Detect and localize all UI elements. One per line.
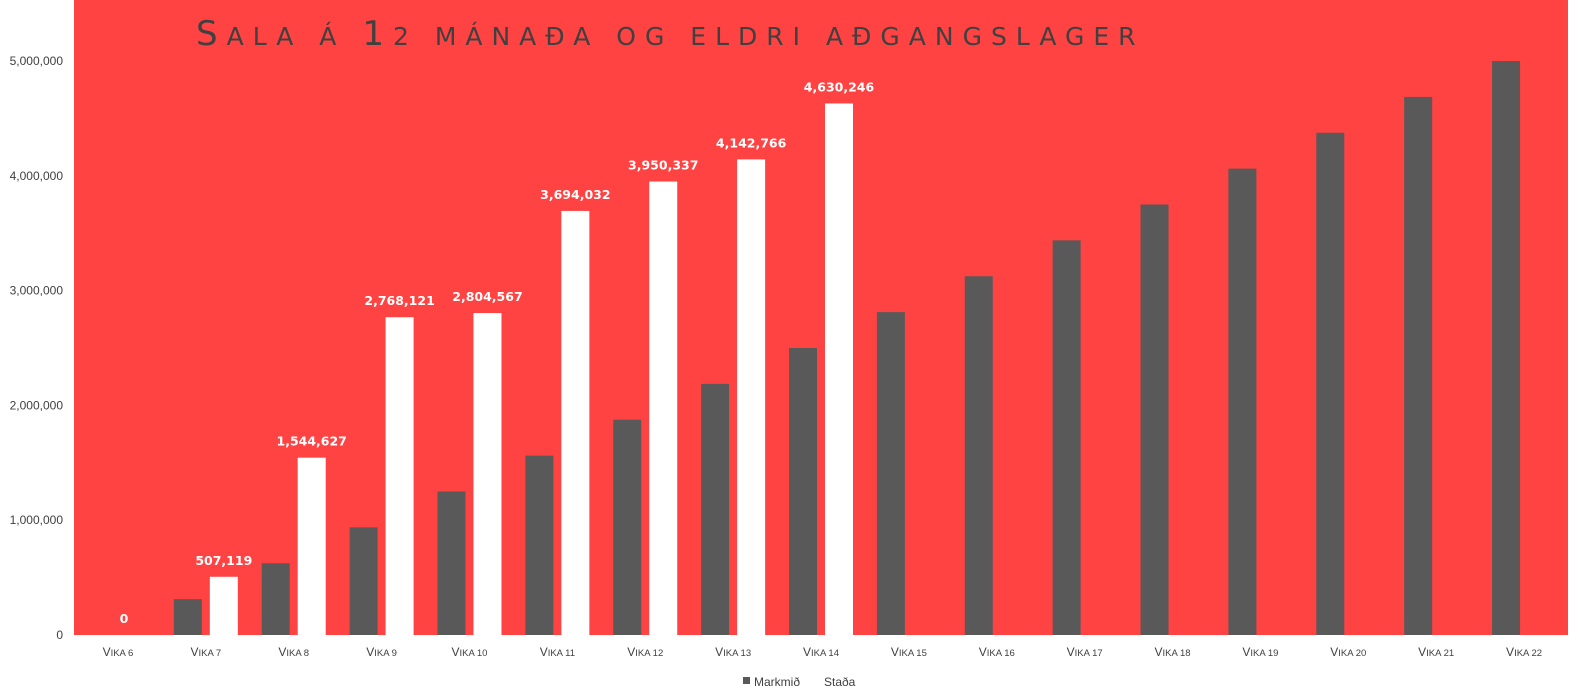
x-tick-label: VIKA 12 [627,645,663,659]
legend: Markmið Staða [743,675,856,689]
x-tick-label: VIKA 13 [715,645,751,659]
x-tick-label: VIKA 7 [190,645,221,659]
data-label: 4,142,766 [716,135,787,150]
data-label: 1,544,627 [277,434,347,449]
markmid-bar [437,491,466,635]
legend-label: Staða [824,675,856,689]
markmid-bar [613,419,642,635]
markmid-bar [1492,61,1521,635]
x-axis: VIKA 6 VIKA 7 VIKA 8 VIKA 9 VIKA 10 VIKA 11 VI… [103,645,1542,659]
data-label: 3,694,032 [540,187,610,202]
x-tick-label: VIKA 21 [1418,645,1454,659]
y-tick-label: 5,000,000 [10,54,64,68]
legend-item: Staða [813,675,856,689]
y-tick-label: 3,000,000 [10,284,64,298]
markmid-bar [349,527,378,635]
markmid-bar [789,348,817,635]
stada-bar [297,457,326,635]
x-tick-label: VIKA 9 [366,645,397,659]
markmid-bar [1404,96,1433,635]
x-tick-label: VIKA 11 [540,645,575,659]
markmid-bar [876,312,905,635]
stada-bar [825,103,853,636]
x-tick-label: VIKA 16 [979,645,1015,659]
x-tick-label: VIKA 10 [451,645,487,659]
y-tick-label: 2,000,000 [10,398,64,412]
markmid-bar [1316,132,1345,635]
x-tick-label: VIKA 17 [1067,645,1103,659]
x-tick-label: VIKA 22 [1506,645,1542,659]
chart-title-group: SALA Á 12 MÁNAÐA OG ELDRI AÐGANGSLAGER [196,14,1145,54]
stada-bar [561,210,590,636]
legend-swatch [813,677,820,684]
x-tick-label: VIKA 15 [891,645,927,659]
markmid-bar [964,276,993,635]
markmid-bar [1052,240,1081,635]
chart-title: SALA Á 12 MÁNAÐA OG ELDRI AÐGANGSLAGER [196,14,1145,54]
x-tick-label: VIKA 20 [1330,645,1366,659]
markmid-bar [701,383,730,635]
y-tick-label: 1,000,000 [10,513,64,527]
markmid-bar [525,455,554,635]
x-tick-label: VIKA 19 [1242,645,1278,659]
y-axis: 0 1,000,000 2,000,000 3,000,000 4,000,000 5,0… [10,54,64,642]
legend-label: Markmið [754,675,800,689]
y-tick-label: 0 [56,628,63,642]
legend-swatch [743,677,750,684]
stada-bar [385,317,414,635]
markmid-bar [261,563,290,635]
stada-bar [649,181,678,635]
data-label: 3,950,337 [628,158,698,173]
stada-bar [737,159,766,635]
x-tick-label: VIKA 6 [103,645,134,659]
markmid-bar [1140,204,1169,635]
data-label: 2,804,567 [452,289,522,304]
x-tick-label: VIKA 18 [1155,645,1191,659]
legend-item: Markmið [743,675,800,689]
y-tick-label: 4,000,000 [10,169,64,183]
bars [173,61,1521,636]
data-label: 0 [120,611,129,626]
data-label: 4,630,246 [804,79,875,94]
data-label: 2,768,121 [364,293,434,308]
data-label: 507,119 [195,553,252,568]
x-tick-label: VIKA 8 [278,645,309,659]
data-labels: 0 507,119 1,544,627 2,768,121 2,804,567 3,694… [120,79,875,626]
markmid-bar [1228,168,1257,635]
x-tick-label: VIKA 14 [803,645,839,659]
stada-bar [209,576,238,635]
stada-bar [473,313,502,635]
markmid-bar [173,599,202,635]
